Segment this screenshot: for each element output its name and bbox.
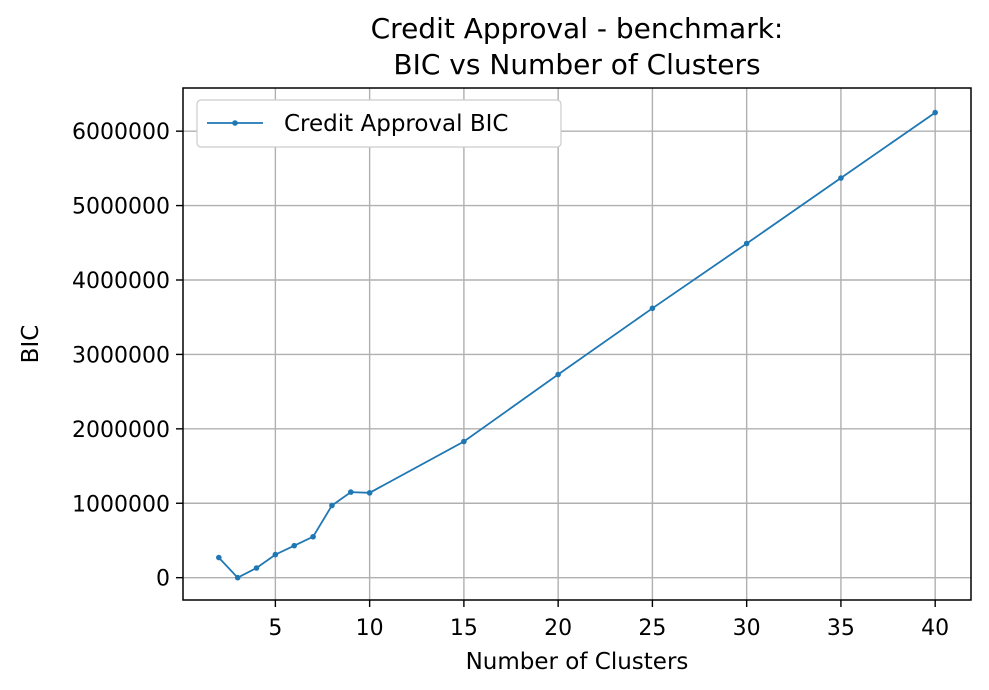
data-point: [461, 438, 467, 445]
chart-subtitle: BIC vs Number of Clusters: [393, 48, 760, 81]
axis-ticks: 5 10 15 20 25 30 35 40 0 1000000 2000000 3000000 400…: [72, 120, 949, 641]
y-tick-label: 5000000: [72, 195, 170, 220]
y-tick-label: 4000000: [72, 269, 170, 294]
x-tick-label: 20: [544, 616, 572, 641]
data-point: [310, 533, 316, 540]
data-point: [234, 574, 241, 581]
x-tick-label: 35: [827, 616, 855, 641]
x-tick-label: 30: [733, 616, 761, 641]
data-point: [253, 565, 260, 571]
x-tick-label: 40: [921, 616, 949, 641]
y-axis-label: BIC: [18, 325, 44, 364]
data-point: [743, 240, 750, 247]
data-point: [366, 490, 373, 496]
chart-title: Credit Approval - benchmark:: [371, 12, 784, 45]
legend-box: [196, 99, 562, 148]
data-point: [272, 551, 279, 558]
data-point: [649, 305, 656, 312]
x-tick-label: 5: [268, 616, 282, 641]
data-point: [555, 371, 561, 378]
x-tick-label: 25: [638, 616, 666, 641]
y-tick-label: 0: [156, 567, 170, 592]
data-point: [932, 109, 938, 116]
legend: Credit Approval BIC: [196, 99, 562, 148]
data-point: [329, 502, 335, 509]
series-layer: [216, 109, 938, 581]
data-point: [291, 542, 298, 549]
y-tick-label: 1000000: [72, 492, 170, 517]
data-point: [216, 554, 222, 561]
x-axis-label: Number of Clusters: [466, 649, 689, 675]
data-point: [347, 489, 354, 495]
grid-lines: [183, 88, 971, 600]
legend-marker-sample: [232, 120, 238, 126]
legend-entry-credit-approval-bic: Credit Approval BIC: [284, 111, 508, 137]
data-point: [838, 175, 844, 181]
y-tick-label: 3000000: [72, 343, 170, 368]
y-tick-label: 2000000: [72, 418, 170, 443]
x-tick-label: 10: [356, 616, 384, 641]
series-line: [218, 111, 936, 579]
x-tick-label: 15: [450, 616, 478, 641]
plot-area-frame: [182, 87, 972, 601]
y-tick-label: 6000000: [72, 120, 170, 145]
